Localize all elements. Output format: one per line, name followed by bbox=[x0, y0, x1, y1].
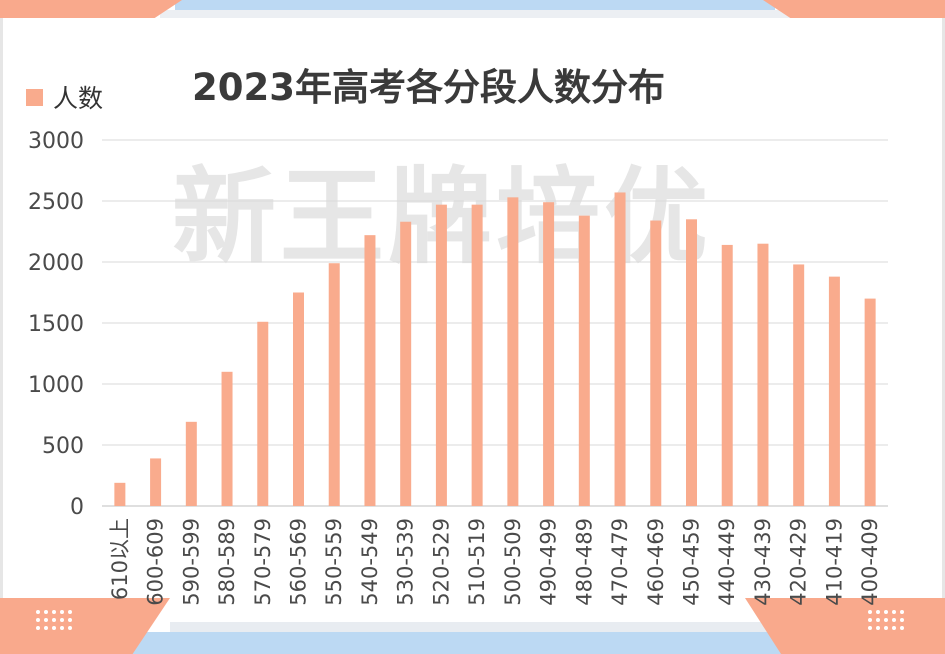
bar bbox=[328, 263, 340, 506]
x-tick-label: 610以上 bbox=[108, 518, 132, 600]
bar bbox=[650, 220, 662, 506]
bar bbox=[221, 371, 233, 506]
bar bbox=[864, 298, 876, 506]
bar bbox=[507, 197, 519, 506]
bar bbox=[114, 482, 126, 506]
x-tick-label: 500-509 bbox=[501, 518, 525, 606]
corner-decoration-bottom-right bbox=[745, 598, 945, 654]
x-tick-label: 420-429 bbox=[787, 518, 811, 606]
y-tick-label: 3000 bbox=[28, 129, 84, 154]
x-tick-label: 470-479 bbox=[608, 518, 632, 606]
x-tick-label: 510-519 bbox=[465, 518, 489, 606]
x-tick-label: 530-539 bbox=[394, 518, 418, 606]
frame-bottom-band bbox=[130, 632, 820, 654]
bar bbox=[257, 321, 269, 506]
x-tick-label: 450-459 bbox=[680, 518, 704, 606]
chart-title: 2023年高考各分段人数分布 bbox=[192, 66, 665, 109]
x-tick-label: 540-549 bbox=[358, 518, 382, 606]
bar bbox=[150, 458, 162, 506]
corner-decoration-top-left bbox=[0, 0, 182, 18]
x-tick-label: 600-609 bbox=[144, 518, 168, 606]
y-tick-label: 1000 bbox=[28, 373, 84, 398]
bar bbox=[721, 244, 733, 507]
x-tick-label: 400-409 bbox=[858, 518, 882, 606]
gridlines bbox=[102, 139, 888, 507]
bar bbox=[400, 221, 412, 507]
bars bbox=[114, 192, 876, 507]
x-tick-label: 480-489 bbox=[572, 518, 596, 606]
y-tick-label: 500 bbox=[42, 434, 84, 459]
y-axis-ticks: 0 500 1000 1500 2000 2500 3000 bbox=[28, 129, 84, 520]
legend: 人数 bbox=[26, 79, 103, 115]
x-tick-label: 590-599 bbox=[179, 518, 203, 606]
bar bbox=[757, 243, 769, 506]
x-tick-label: 490-499 bbox=[537, 518, 561, 606]
legend-swatch bbox=[26, 88, 43, 106]
x-tick-label: 410-419 bbox=[822, 518, 846, 606]
bar bbox=[614, 192, 626, 506]
bar bbox=[686, 219, 697, 507]
x-tick-label: 570-579 bbox=[251, 518, 275, 606]
bar bbox=[471, 204, 483, 506]
bar bbox=[543, 202, 555, 506]
frame-bottom-shadow bbox=[170, 622, 770, 632]
x-tick-label: 440-449 bbox=[715, 518, 739, 606]
legend-label: 人数 bbox=[53, 84, 104, 113]
x-tick-label: 550-559 bbox=[322, 518, 346, 606]
y-tick-label: 1500 bbox=[28, 312, 84, 337]
bar bbox=[364, 235, 376, 506]
x-tick-label: 430-439 bbox=[751, 518, 775, 606]
corner-decoration-top-right bbox=[763, 0, 945, 18]
y-tick-label: 0 bbox=[70, 495, 84, 520]
bar bbox=[828, 276, 840, 506]
frame-top-shadow bbox=[160, 10, 790, 18]
x-axis-ticks: 610以上 600-609 590-599 580-589 570-579 560-569… bbox=[108, 518, 882, 606]
bar bbox=[185, 421, 197, 506]
bar bbox=[293, 292, 304, 506]
x-tick-label: 560-569 bbox=[287, 518, 311, 606]
bar bbox=[793, 264, 805, 506]
x-tick-label: 520-529 bbox=[429, 518, 453, 606]
frame-top-band bbox=[175, 0, 775, 10]
frame-right-line bbox=[942, 0, 945, 654]
x-tick-label: 460-469 bbox=[644, 518, 668, 606]
bar bbox=[578, 215, 590, 506]
bar bbox=[435, 204, 447, 506]
y-tick-label: 2500 bbox=[28, 190, 84, 215]
y-tick-label: 2000 bbox=[28, 251, 84, 276]
frame-left-line bbox=[0, 0, 3, 654]
x-tick-label: 580-589 bbox=[215, 518, 239, 606]
